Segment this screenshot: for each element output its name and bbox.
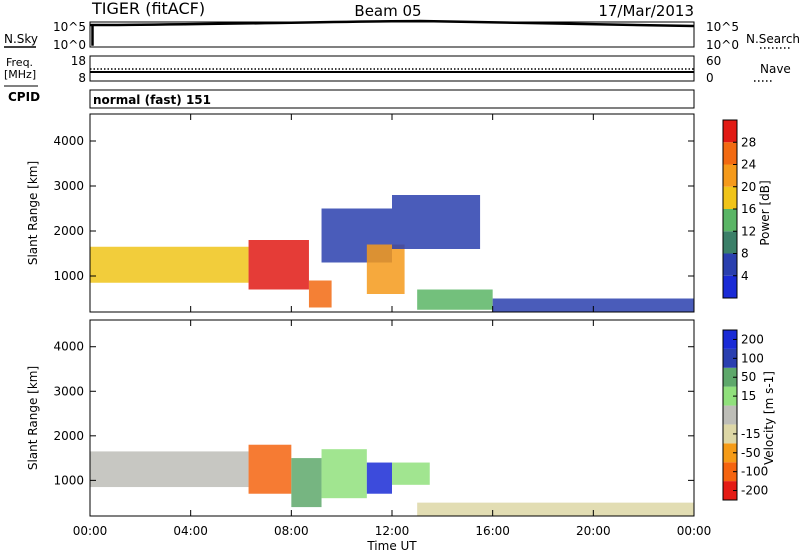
y-tick-label: 1000 bbox=[53, 269, 84, 283]
x-axis-label: Time UT bbox=[366, 539, 417, 553]
power-y-ticks: 1000 2000 3000 4000 bbox=[53, 134, 694, 283]
colorbar-segment bbox=[723, 209, 737, 232]
colorbar-tick-label: 16 bbox=[741, 202, 756, 216]
colorbar-tick-label: 28 bbox=[741, 135, 756, 149]
power-colorbar-label: Power [dB] bbox=[758, 180, 772, 245]
colorbar-segment bbox=[723, 186, 737, 209]
x-tick-label: 00:00 bbox=[677, 524, 712, 538]
colorbar-frame bbox=[722, 329, 738, 501]
noise-right-label: N.Search bbox=[746, 32, 800, 46]
freq-right-tick-bottom: 0 bbox=[706, 71, 714, 85]
colorbar-tick-label: 4 bbox=[741, 269, 749, 283]
velocity-colorbar-label-text: Velocity [m s-1] bbox=[762, 371, 776, 465]
velocity-colorbar: -200 -100 -50 -15 15 50 100 200 bbox=[722, 329, 768, 501]
y-tick-label: 1000 bbox=[53, 473, 84, 487]
scatter-echo-block bbox=[366, 462, 392, 494]
colorbar-tick-label: 8 bbox=[741, 247, 749, 261]
cpid-panel: CPID normal (fast) 151 bbox=[4, 85, 695, 109]
colorbar-tick-label: 15 bbox=[741, 389, 756, 403]
x-tick-label: 04:00 bbox=[173, 524, 208, 538]
power-ylabel: Slant Range [km] bbox=[26, 161, 40, 265]
x-tick-label: 16:00 bbox=[475, 524, 510, 538]
x-tick-label: 08:00 bbox=[274, 524, 309, 538]
noise-panel: N.Sky 10^5 10^0 10^5 10^0 N.Search bbox=[4, 19, 800, 52]
scatter-echo-block bbox=[366, 244, 405, 294]
colorbar-segment bbox=[723, 405, 737, 425]
scatter-echo-block bbox=[321, 449, 367, 499]
velocity-y-ticks: 1000 2000 3000 4000 bbox=[53, 340, 694, 487]
x-axis-ticks: 00:00 04:00 08:00 12:00 16:00 20:00 00:00 bbox=[73, 114, 712, 538]
colorbar-tick-label: 12 bbox=[741, 224, 756, 238]
colorbar-segment bbox=[723, 348, 737, 368]
y-tick-label: 3000 bbox=[53, 179, 84, 193]
scatter-echo-block bbox=[90, 451, 249, 488]
colorbar-segment bbox=[723, 386, 737, 406]
colorbar-tick-label: 20 bbox=[741, 180, 756, 194]
velocity-data-layer bbox=[90, 444, 694, 516]
y-tick-label: 4000 bbox=[53, 340, 84, 354]
scatter-echo-block bbox=[291, 458, 322, 508]
freq-left-tick-top: 18 bbox=[71, 54, 86, 68]
colorbar-tick-label: 50 bbox=[741, 370, 756, 384]
freq-left-tick-bottom: 8 bbox=[78, 71, 86, 85]
power-panel: 1000 2000 3000 4000 Slant Range [km] 4 8 12 16… bbox=[26, 113, 772, 313]
velocity-ylabel: Slant Range [km] bbox=[26, 366, 40, 470]
colorbar-segment bbox=[723, 253, 737, 276]
velocity-panel: 1000 2000 3000 4000 Slant Range [km] -200 -1… bbox=[26, 319, 776, 517]
scatter-echo-block bbox=[248, 444, 292, 494]
y-tick-label: 4000 bbox=[53, 134, 84, 148]
scatter-echo-block bbox=[308, 280, 332, 308]
scatter-echo-block bbox=[90, 246, 249, 283]
noise-right-tick-top: 10^5 bbox=[706, 20, 739, 34]
y-tick-label: 2000 bbox=[53, 429, 84, 443]
freq-left-label-1: Freq. bbox=[6, 56, 33, 69]
colorbar-segment bbox=[723, 120, 737, 143]
power-data-layer bbox=[90, 195, 694, 312]
x-tick-label: 00:00 bbox=[73, 524, 108, 538]
scatter-echo-block bbox=[248, 240, 309, 290]
colorbar-tick-label: -50 bbox=[741, 446, 761, 460]
beam-title: Beam 05 bbox=[354, 2, 421, 20]
colorbar-segment bbox=[723, 443, 737, 463]
y-tick-label: 2000 bbox=[53, 224, 84, 238]
noise-left-label: N.Sky bbox=[4, 32, 38, 46]
noise-right-tick-bottom: 10^0 bbox=[706, 38, 739, 52]
colorbar-segment bbox=[723, 164, 737, 187]
velocity-colorbar-label: Velocity [m s-1] bbox=[762, 371, 776, 465]
colorbar-tick-label: 24 bbox=[741, 158, 756, 172]
noise-left-tick-top: 10^5 bbox=[53, 20, 86, 34]
freq-right-tick-top: 60 bbox=[706, 54, 721, 68]
colorbar-segment bbox=[723, 330, 737, 349]
radar-title: TIGER (fitACF) bbox=[91, 0, 205, 18]
colorbar-segment bbox=[723, 142, 737, 165]
freq-right-label: Nave bbox=[760, 62, 791, 76]
colorbar-tick-label: -200 bbox=[741, 484, 768, 498]
colorbar-segment bbox=[723, 481, 737, 500]
date-title: 17/Mar/2013 bbox=[598, 2, 694, 20]
y-tick-label: 3000 bbox=[53, 384, 84, 398]
freq-panel: Freq. [MHz] 18 8 60 0 Nave bbox=[4, 54, 791, 85]
scatter-echo-block bbox=[392, 195, 481, 249]
x-tick-label: 12:00 bbox=[375, 524, 410, 538]
colorbar-segment bbox=[723, 424, 737, 444]
power-colorbar: 4 8 12 16 20 24 28 bbox=[722, 119, 756, 299]
colorbar-segment bbox=[723, 462, 737, 482]
cpid-label: CPID bbox=[8, 90, 40, 104]
colorbar-tick-label: 200 bbox=[741, 332, 764, 346]
colorbar-tick-label: -15 bbox=[741, 427, 761, 441]
colorbar-segment bbox=[723, 275, 737, 298]
colorbar-segment bbox=[723, 367, 737, 387]
colorbar-segment bbox=[723, 231, 737, 254]
scatter-echo-block bbox=[417, 289, 493, 310]
scatter-echo-block bbox=[492, 298, 694, 312]
scatter-echo-block bbox=[417, 502, 694, 516]
colorbar-tick-label: 100 bbox=[741, 351, 764, 365]
scatter-echo-block bbox=[392, 462, 430, 485]
colorbar-tick-label: -100 bbox=[741, 465, 768, 479]
cpid-text: normal (fast) 151 bbox=[93, 93, 211, 107]
freq-left-label-2: [MHz] bbox=[4, 68, 36, 81]
noise-left-tick-bottom: 10^0 bbox=[53, 38, 86, 52]
x-tick-label: 20:00 bbox=[576, 524, 611, 538]
